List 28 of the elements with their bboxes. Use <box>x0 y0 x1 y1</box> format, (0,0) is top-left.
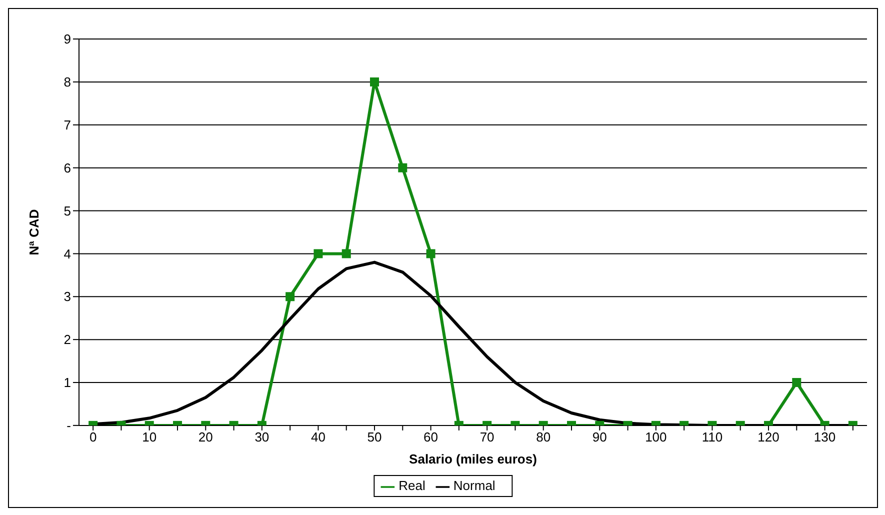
x-tick-label: 20 <box>198 430 213 445</box>
y-tick-label: 5 <box>64 203 71 218</box>
y-axis-title: Nª CAD <box>26 209 42 256</box>
y-tick-label: 6 <box>64 160 71 176</box>
x-tick-label: 90 <box>592 430 607 445</box>
x-tick-label: 80 <box>536 430 551 445</box>
x-axis-title: Salario (miles euros) <box>409 451 537 466</box>
x-tick-label: 100 <box>645 430 667 445</box>
x-tick-label: 110 <box>702 430 723 445</box>
x-tick-label: 40 <box>310 430 326 445</box>
y-tick-label: 2 <box>64 332 71 348</box>
y-tick-label: 9 <box>64 32 71 47</box>
x-tick-label: 0 <box>89 430 97 445</box>
x-tick-label: 30 <box>254 430 270 445</box>
legend-label: Real <box>398 478 426 494</box>
x-tick-label: 120 <box>758 430 780 445</box>
x-tick-label: 130 <box>814 430 836 445</box>
legend-label: Normal <box>453 478 496 494</box>
y-tick-label: 1 <box>64 375 71 390</box>
x-tick-label: 10 <box>142 430 157 445</box>
y-tick-label: 4 <box>64 246 71 262</box>
x-tick-label: 70 <box>480 430 494 445</box>
y-tick-label: - <box>66 418 71 434</box>
y-tick-label: 8 <box>64 74 71 90</box>
x-tick-label: 50 <box>367 430 382 445</box>
y-tick-label: 3 <box>64 289 71 304</box>
y-tick-label: 7 <box>64 117 71 132</box>
x-tick-label: 60 <box>424 430 438 445</box>
